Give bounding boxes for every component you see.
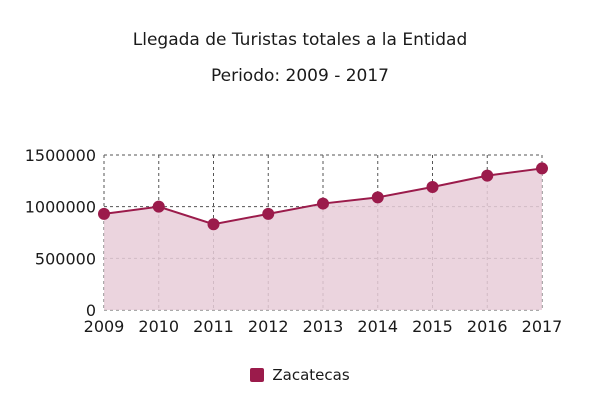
x-tick-label: 2012: [248, 317, 289, 336]
legend: Zacatecas: [0, 366, 600, 384]
y-tick-label: 1000000: [25, 198, 96, 217]
x-tick-label: 2015: [412, 317, 453, 336]
legend-swatch[interactable]: [250, 368, 265, 382]
data-point: [262, 207, 275, 220]
data-point: [317, 197, 329, 210]
x-tick-label: 2013: [303, 317, 344, 336]
legend-label[interactable]: Zacatecas: [272, 366, 350, 384]
data-point: [481, 169, 494, 182]
x-tick-label: 2016: [467, 317, 508, 336]
data-point: [152, 200, 165, 213]
y-tick-label: 500000: [35, 249, 96, 268]
x-tick-label: 2017: [522, 317, 563, 336]
series-area: [104, 168, 542, 310]
x-tick-label: 2010: [138, 317, 179, 336]
data-point: [371, 191, 384, 204]
data-point: [207, 218, 220, 231]
x-tick-label: 2009: [84, 317, 125, 336]
data-point: [98, 207, 110, 220]
x-tick-label: 2014: [357, 317, 398, 336]
y-tick-label: 0: [86, 301, 96, 320]
data-point: [536, 162, 548, 175]
y-tick-label: 1500000: [25, 146, 96, 165]
chart-subtitle: Periodo: 2009 - 2017: [210, 66, 389, 86]
data-point: [426, 181, 439, 194]
x-tick-label: 2011: [193, 317, 234, 336]
chart-title: Llegada de Turistas totales a la Entidad: [132, 30, 468, 50]
